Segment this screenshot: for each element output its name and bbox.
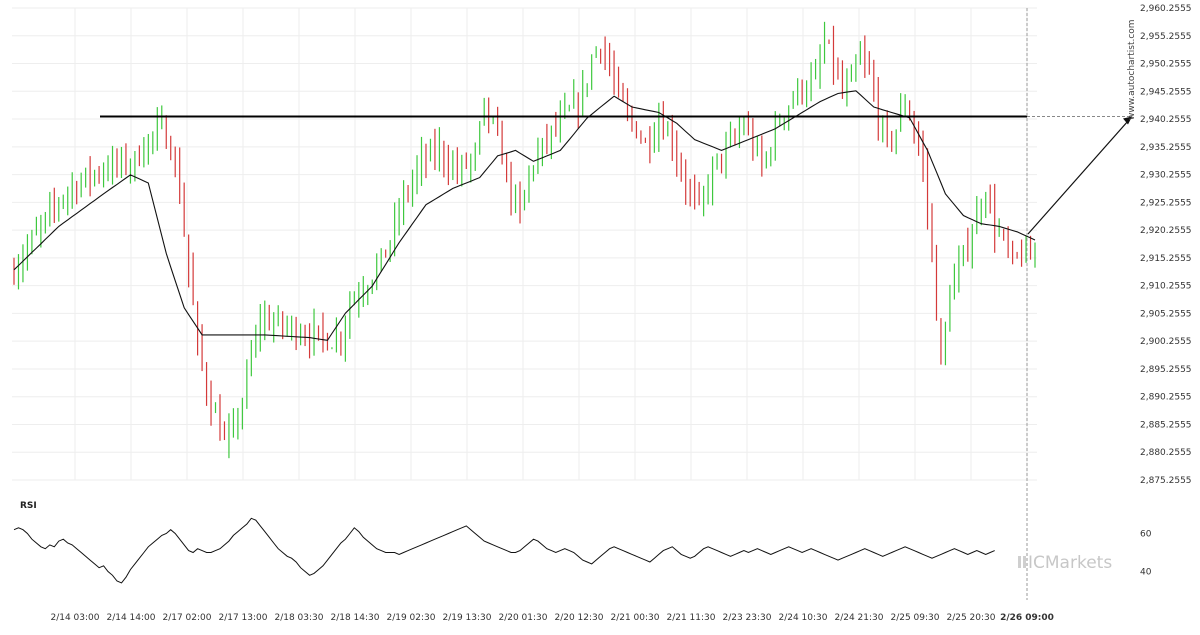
candlesticks [13, 21, 1036, 459]
x-tick-label: 2/14 03:00 [50, 613, 99, 623]
x-tick-label: 2/25 09:30 [890, 613, 939, 623]
brand-logo-mark [1023, 556, 1026, 568]
x-tick-label: 2/25 20:30 [946, 613, 995, 623]
y-tick-label: 2,880.2555 [1140, 448, 1192, 458]
rsi-panel: 60 40 [13, 517, 1152, 584]
y-tick-label: 2,900.2555 [1140, 337, 1192, 347]
x-tick-label: 2/19 13:30 [442, 613, 491, 623]
y-tick-label: 2,925.2555 [1140, 198, 1192, 208]
brand-logo-text: ICMarkets [1028, 553, 1112, 573]
rsi-label: RSI [20, 501, 37, 511]
y-tick-label: 2,875.2555 [1140, 476, 1192, 486]
y-tick-label: 2,960.2555 [1140, 4, 1192, 14]
x-tick-label: 2/20 12:30 [554, 613, 603, 623]
y-tick-label: 2,920.2555 [1140, 226, 1192, 236]
y-tick-label: 2,910.2555 [1140, 282, 1192, 292]
y-tick-label: 2,930.2555 [1140, 171, 1192, 181]
x-tick-label: 2/14 14:00 [106, 613, 155, 623]
y-tick-label: 2,945.2555 [1140, 87, 1192, 97]
rsi-line [13, 517, 995, 584]
x-tick-label: 2/26 09:00 [1000, 613, 1054, 623]
forecast-arrow [1027, 116, 1133, 235]
forecast-line [1027, 116, 1133, 235]
x-tick-label: 2/20 01:30 [498, 613, 547, 623]
y-tick-label: 2,950.2555 [1140, 60, 1192, 70]
y-tick-label: 2,905.2555 [1140, 309, 1192, 319]
x-tick-label: 2/19 02:30 [386, 613, 435, 623]
y-tick-label: 2,915.2555 [1140, 254, 1192, 264]
x-tick-label: 2/24 10:30 [778, 613, 827, 623]
brand-logo-mark [1018, 556, 1021, 568]
y-tick-label: 2,895.2555 [1140, 365, 1192, 375]
x-tick-label: 2/23 23:30 [722, 613, 771, 623]
moving-average [13, 90, 1036, 341]
x-tick-label: 2/17 02:00 [162, 613, 211, 623]
autochartist-watermark: www.autochartist.com [1127, 19, 1137, 120]
y-tick-label: 2,955.2555 [1140, 32, 1192, 42]
brand-logo: ICMarkets [1018, 553, 1112, 573]
gridlines [12, 7, 1037, 481]
x-tick-label: 2/18 03:30 [274, 613, 323, 623]
x-tick-label: 2/21 00:30 [610, 613, 659, 623]
y-tick-label: 2,935.2555 [1140, 143, 1192, 153]
x-tick-label: 2/21 11:30 [666, 613, 715, 623]
y-axis: 2,960.2555 2,955.2555 2,950.2555 2,945.2555… [1026, 4, 1192, 600]
y-tick-label: 2,885.2555 [1140, 420, 1192, 430]
forecast-arrowhead [1123, 116, 1132, 125]
rsi-tick-label: 60 [1140, 530, 1152, 540]
y-tick-label: 2,940.2555 [1140, 115, 1192, 125]
y-tick-label: 2,890.2555 [1140, 393, 1192, 403]
x-tick-label: 2/18 14:30 [330, 613, 379, 623]
x-tick-label: 2/24 21:30 [834, 613, 883, 623]
ma-line [13, 90, 1036, 341]
x-tick-label: 2/17 13:00 [218, 613, 267, 623]
rsi-tick-label: 40 [1140, 568, 1152, 578]
x-axis: 2/14 03:00 2/14 14:00 2/17 02:00 2/17 13:00… [50, 613, 1053, 623]
